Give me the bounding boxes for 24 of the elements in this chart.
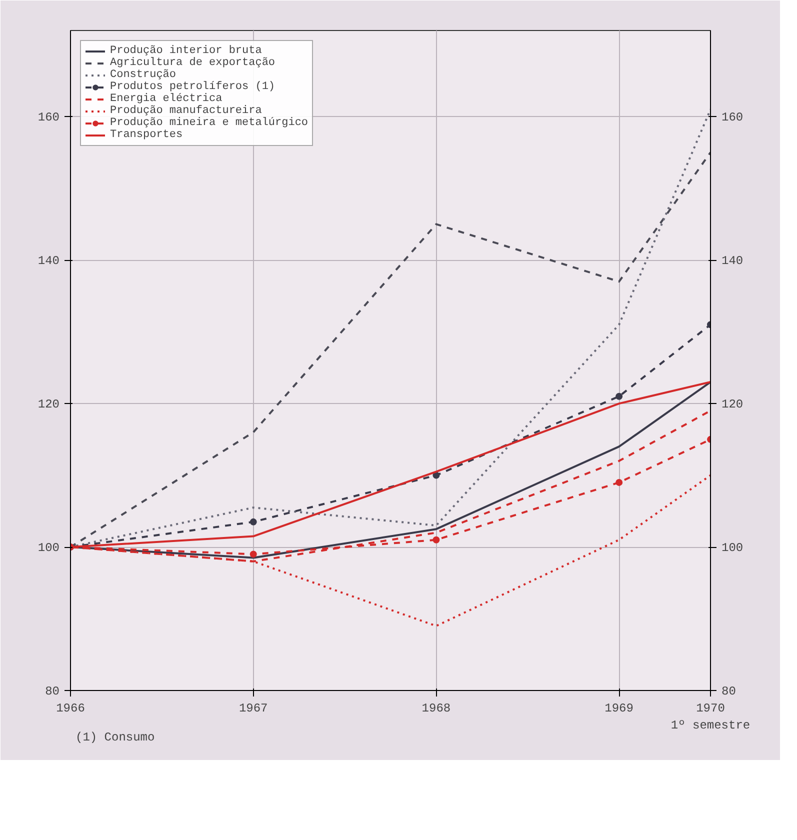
legend-label: Construção (110, 69, 176, 81)
y-tick-label: 160 (38, 110, 60, 125)
legend-label: Produção interior bruta (110, 45, 262, 57)
y2-tick-label: 80 (722, 684, 736, 698)
y-tick-label: 120 (38, 398, 60, 412)
y2-tick-label: 140 (722, 254, 744, 268)
y2-tick-label: 120 (722, 398, 744, 412)
y2-tick-label: 100 (722, 541, 744, 556)
legend-label: Agricultura de exportação (110, 57, 276, 69)
x-tick-label: 1969 (604, 702, 634, 716)
x-tick-label: 1967 (238, 702, 268, 716)
x-tick-label: 1970 1º semestre (670, 702, 750, 732)
text: (1) Consumo (76, 730, 155, 744)
legend-label: Produção manufactureira (110, 105, 262, 117)
y-tick-label: 140 (38, 254, 60, 268)
legend-label: Produção mineira e metalúrgico (110, 117, 308, 129)
y-tick-label: 80 (45, 684, 60, 698)
legend-label: Produtos petrolíferos (1) (110, 81, 276, 93)
x-tick-label: 1968 (422, 702, 451, 716)
x-tick-label: 1966 (56, 702, 85, 716)
legend-label: Energia eléctrica (110, 93, 222, 105)
y2-tick-label: 160 (722, 110, 744, 125)
y-tick-label: 100 (38, 541, 60, 556)
legend-label: Transportes (110, 129, 183, 141)
